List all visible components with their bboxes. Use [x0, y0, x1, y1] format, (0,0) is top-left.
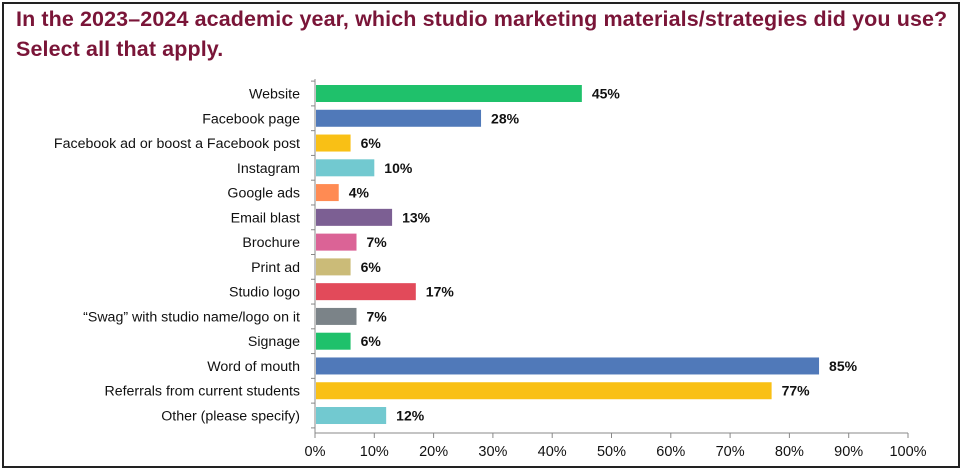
- value-label: 17%: [426, 284, 455, 300]
- bar: [316, 85, 582, 102]
- chart-title-line2: Select all that apply.: [16, 37, 224, 61]
- value-label: 4%: [349, 185, 370, 201]
- bar: [316, 307, 357, 325]
- bar: [316, 382, 772, 400]
- category-label: Google ads: [227, 186, 300, 202]
- bar: [316, 208, 393, 226]
- category-label: Facebook page: [202, 111, 300, 127]
- bar: [316, 233, 357, 251]
- value-label: 6%: [361, 259, 382, 275]
- category-label: Word of mouth: [207, 359, 300, 375]
- x-tick-label: 40%: [538, 444, 567, 460]
- chart-title: In the 2023–2024 academic year, which st…: [16, 4, 951, 64]
- category-label: Referrals from current students: [104, 384, 300, 400]
- x-tick-label: 90%: [834, 444, 863, 460]
- bar: [316, 258, 351, 276]
- value-label: 6%: [361, 135, 382, 151]
- bar: [316, 159, 375, 177]
- category-label: Print ad: [251, 260, 300, 276]
- value-label: 28%: [491, 110, 520, 126]
- x-tick-label: 50%: [597, 444, 626, 460]
- category-label: Website: [249, 87, 300, 103]
- category-label: Email blast: [231, 210, 300, 226]
- value-label: 12%: [396, 408, 425, 424]
- x-tick-label: 0%: [305, 444, 326, 460]
- category-label: Signage: [248, 334, 300, 350]
- bar: [316, 184, 339, 202]
- value-label: 45%: [592, 86, 621, 102]
- value-label: 10%: [384, 160, 413, 176]
- value-label: 85%: [829, 358, 858, 374]
- value-label: 13%: [402, 209, 431, 225]
- x-tick-label: 60%: [656, 444, 685, 460]
- chart-title-line1: In the 2023–2024 academic year, which st…: [16, 7, 948, 31]
- value-label: 7%: [367, 234, 388, 250]
- category-label: Brochure: [242, 235, 300, 251]
- bar: [316, 357, 820, 375]
- value-label: 7%: [367, 308, 388, 324]
- bar: [316, 332, 351, 350]
- bar: [316, 134, 351, 152]
- value-label: 6%: [361, 333, 382, 349]
- bar: [316, 109, 482, 127]
- category-label: Studio logo: [229, 285, 300, 301]
- category-label: Instagram: [237, 161, 300, 177]
- x-tick-label: 30%: [478, 444, 507, 460]
- category-label: “Swag” with studio name/logo on it: [83, 309, 300, 325]
- x-tick-label: 20%: [419, 444, 448, 460]
- category-label: Facebook ad or boost a Facebook post: [54, 136, 300, 152]
- category-label: Other (please specify): [161, 409, 300, 425]
- x-tick-label: 10%: [360, 444, 389, 460]
- x-tick-label: 100%: [889, 444, 926, 460]
- bar: [316, 283, 416, 301]
- x-tick-label: 80%: [775, 444, 804, 460]
- value-label: 77%: [782, 383, 811, 399]
- bar: [316, 407, 387, 425]
- x-tick-label: 70%: [716, 444, 745, 460]
